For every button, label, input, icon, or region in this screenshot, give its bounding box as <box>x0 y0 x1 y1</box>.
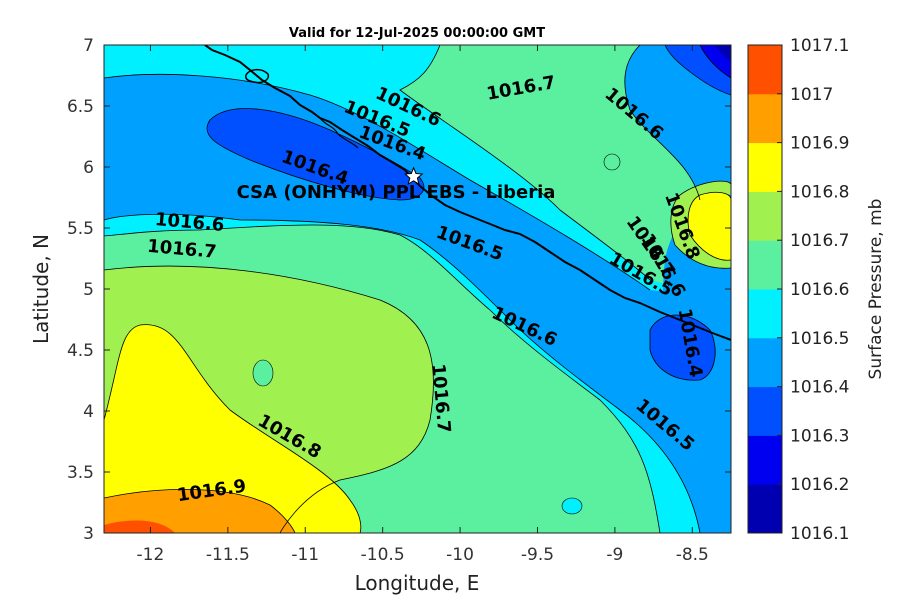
band-1017-1017.1 <box>104 520 175 533</box>
band-1016.4-1016.5-east <box>624 45 731 533</box>
y-tick-label: 4.5 <box>67 341 94 361</box>
band-1016.1-1016.2 <box>715 45 731 62</box>
y-tick-label: 6 <box>83 158 94 178</box>
x-axis-label: Longitude, E <box>355 571 480 595</box>
y-tick-label: 4 <box>83 402 94 422</box>
contour-line <box>104 324 362 533</box>
y-axis: 3 3.5 4 4.5 5 5.5 6 6.5 7 <box>67 36 731 544</box>
contour-line <box>104 265 434 533</box>
x-tick-label: -11 <box>291 545 319 565</box>
colorbar-tick-label: 1016.7 <box>790 231 849 251</box>
contour-line <box>649 314 716 381</box>
site-marker: CSA (ONHYM) PPL EBS - Liberia <box>237 166 556 203</box>
contour-lines <box>104 45 731 533</box>
colorbar-swatch <box>748 93 782 144</box>
contour-line <box>104 74 651 291</box>
band-1016.4-1016.5-coast <box>104 74 731 533</box>
coastline-inlet <box>319 117 359 149</box>
x-tick-label: -9.5 <box>521 545 554 565</box>
y-tick-label: 3 <box>83 524 94 544</box>
band-1016.7-1016.8-east <box>670 181 731 269</box>
contour-line <box>104 213 701 533</box>
colorbar-swatch <box>748 142 782 192</box>
colorbar-tick-label: 1016.3 <box>790 426 849 446</box>
colorbar-swatch <box>748 45 782 95</box>
y-tick-label: 7 <box>83 36 94 56</box>
coastline-lake <box>245 68 270 84</box>
x-tick-label: -9 <box>606 545 623 565</box>
y-tick-label: 6.5 <box>67 97 94 117</box>
band-1016.3-1016.4-southeast <box>650 315 716 381</box>
contour-line <box>399 45 651 281</box>
band-1016.8-1016.9-west <box>104 324 361 533</box>
colorbar-tick-label: 1017 <box>790 85 833 105</box>
band-1016.3-1016.4-west <box>206 108 424 200</box>
contour-line <box>104 224 661 533</box>
contour-line <box>670 180 731 269</box>
x-tick-label: -8.5 <box>676 545 709 565</box>
colorbar-tick-label: 1016.8 <box>790 182 849 202</box>
colorbar-tick-label: 1016.2 <box>790 475 849 495</box>
colorbar-tick-label: 1016.6 <box>790 280 849 300</box>
contour-line <box>664 45 731 96</box>
y-tick-label: 3.5 <box>67 463 94 483</box>
colorbar-tick-label: 1016.1 <box>790 524 849 544</box>
colorbar-swatch <box>748 484 782 534</box>
colorbar: 1016.1 1016.2 1016.3 1016.4 1016.5 1016.6 1016… <box>747 36 849 544</box>
contour-line <box>206 108 425 201</box>
x-axis: -12 -11.5 -11 -10.5 -10 -9.5 -9 -8.5 <box>137 45 709 565</box>
contour-island-2 <box>252 359 274 387</box>
x-tick-label: -12 <box>137 545 165 565</box>
colorbar-tick-label: 1017.1 <box>790 36 849 56</box>
site-star-marker <box>403 166 424 186</box>
y-axis-label: Latitude, N <box>29 234 53 344</box>
contour-fills <box>104 45 731 533</box>
contour-line <box>699 45 731 79</box>
x-tick-label: -10.5 <box>361 545 405 565</box>
site-label: CSA (ONHYM) PPL EBS - Liberia <box>237 182 556 203</box>
contour-island-1 <box>603 153 621 171</box>
x-tick-label: -11.5 <box>206 545 250 565</box>
contour-island-3 <box>561 497 583 515</box>
colorbar-swatch <box>748 337 782 388</box>
band-1016.8-1016.9-east <box>688 192 731 261</box>
y-tick-label: 5.5 <box>67 219 94 239</box>
contour-line <box>104 489 296 533</box>
y-tick-label: 5 <box>83 280 94 300</box>
colorbar-tick-label: 1016.9 <box>790 134 849 154</box>
plot-area <box>104 45 731 533</box>
x-tick-label: -10 <box>446 545 474 565</box>
colorbar-swatch <box>748 435 782 485</box>
contour-line <box>624 45 701 201</box>
colorbar-swatch <box>748 191 782 241</box>
colorbar-swatch <box>748 240 782 290</box>
coastline <box>204 45 731 341</box>
colorbar-swatch <box>748 386 782 436</box>
colorbar-label: Surface Pressure, mb <box>866 199 886 380</box>
colorbar-swatch <box>748 289 782 339</box>
chart-title: Valid for 12-Jul-2025 00:00:00 GMT <box>289 26 545 41</box>
colorbar-tick-label: 1016.4 <box>790 378 849 398</box>
colorbar-tick-label: 1016.5 <box>790 329 849 349</box>
